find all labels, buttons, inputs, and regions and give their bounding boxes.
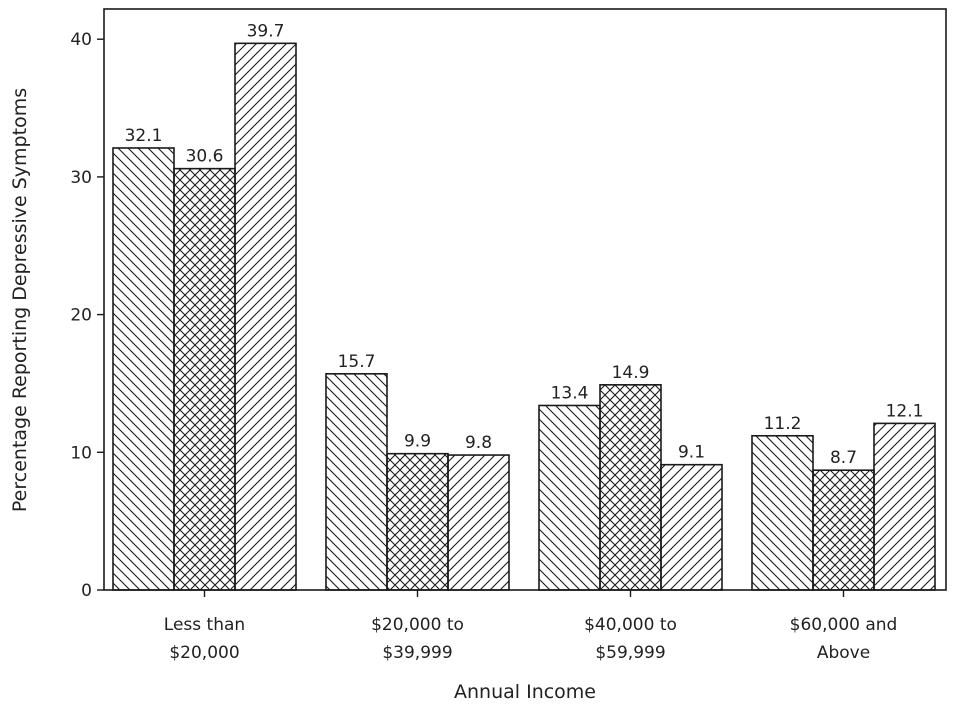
bar-series-3 xyxy=(234,42,297,591)
y-tick-label: 20 xyxy=(70,306,92,326)
bar-series-2 xyxy=(812,469,875,591)
y-tick-label: 30 xyxy=(70,168,92,188)
bar-series-1 xyxy=(538,404,601,591)
bar-value-label: 9.1 xyxy=(678,443,705,463)
bar-value-label: 9.8 xyxy=(465,433,492,453)
x-tick-label: $20,000 to xyxy=(371,615,464,635)
x-tick-label: Above xyxy=(817,643,870,663)
bars-group: 32.1 30.6 39.7 15.7 9.9 9.8 13.4 14.9 9.1 11.2 8.7… xyxy=(112,21,936,591)
bar-value-label: 32.1 xyxy=(125,126,163,146)
bar-series-1 xyxy=(325,373,388,591)
y-tick-label: 0 xyxy=(81,581,92,601)
bar-series-3 xyxy=(660,463,723,591)
bar-series-2 xyxy=(386,452,449,591)
x-axis: Less than $20,000 $20,000 to $39,999 $40,000… xyxy=(164,590,898,663)
y-tick-label: 10 xyxy=(70,443,92,463)
x-axis-title: Annual Income xyxy=(454,681,596,703)
y-axis-title: Percentage Reporting Depressive Symptoms xyxy=(9,88,31,512)
bar-value-label: 11.2 xyxy=(764,414,802,434)
x-tick-label: $39,999 xyxy=(382,643,452,663)
x-tick-label: $60,000 and xyxy=(790,615,898,635)
bar-value-label: 39.7 xyxy=(247,21,285,41)
bar-series-3 xyxy=(447,454,510,591)
bar-value-label: 12.1 xyxy=(886,401,924,421)
bar-series-2 xyxy=(173,167,236,591)
y-tick-label: 40 xyxy=(70,30,92,50)
y-axis: 0 10 20 30 40 xyxy=(70,30,104,601)
bar-series-2 xyxy=(599,384,662,591)
bar-value-label: 9.9 xyxy=(404,432,431,452)
x-tick-label: $59,999 xyxy=(595,643,665,663)
bar-value-label: 15.7 xyxy=(338,352,376,372)
x-tick-label: $20,000 xyxy=(169,643,239,663)
bar-series-1 xyxy=(751,434,814,591)
bar-value-label: 13.4 xyxy=(551,383,589,403)
bar-series-3 xyxy=(873,422,936,591)
bar-value-label: 14.9 xyxy=(612,363,650,383)
x-tick-label: $40,000 to xyxy=(584,615,677,635)
bar-value-label: 30.6 xyxy=(186,147,224,167)
x-tick-label: Less than xyxy=(164,615,245,635)
plot-frame xyxy=(103,8,947,591)
bar-value-label: 8.7 xyxy=(830,448,857,468)
bar-series-1 xyxy=(112,147,175,591)
